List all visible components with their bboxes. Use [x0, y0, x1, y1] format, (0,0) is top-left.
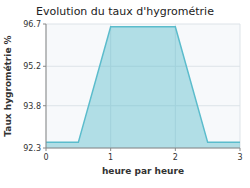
y-tick [43, 148, 46, 149]
y-tick [43, 105, 46, 106]
x-tick [240, 148, 241, 151]
data-layer [46, 27, 240, 148]
grid [46, 24, 240, 148]
y-tick-label: 93.8 [23, 102, 41, 111]
x-tick [110, 148, 111, 151]
line [46, 27, 240, 143]
x-tick-label: 1 [108, 153, 113, 162]
area [46, 27, 240, 148]
y-axis-label: Taux hygrométrie % [3, 35, 13, 136]
y-tick-label: 96.7 [23, 20, 41, 29]
grid-line-x [240, 24, 241, 148]
grid-line-y [46, 148, 240, 149]
y-tick [43, 24, 46, 25]
grid-line-x [46, 24, 47, 148]
grid-line-y [46, 24, 240, 25]
y-tick-label: 92.3 [23, 144, 41, 153]
title: Evolution du taux d'hygrométrie [36, 5, 214, 18]
x-axis-label: heure par heure [102, 166, 184, 176]
y-axis [46, 24, 47, 148]
x-tick-label: 2 [173, 153, 178, 162]
y-tick-label: 95.2 [23, 62, 41, 71]
x-tick [175, 148, 176, 151]
x-tick-label: 3 [237, 153, 242, 162]
plot-area [46, 24, 240, 148]
y-tick [43, 66, 46, 67]
ticks: 0 1 2 3 92.3 93.8 95.2 96.7 [23, 20, 242, 162]
x-axis [46, 148, 240, 149]
chart: 0 1 2 3 92.3 93.8 95.2 96.7 Evolution du taux d'… [0, 0, 250, 188]
x-tick-label: 0 [43, 153, 48, 162]
